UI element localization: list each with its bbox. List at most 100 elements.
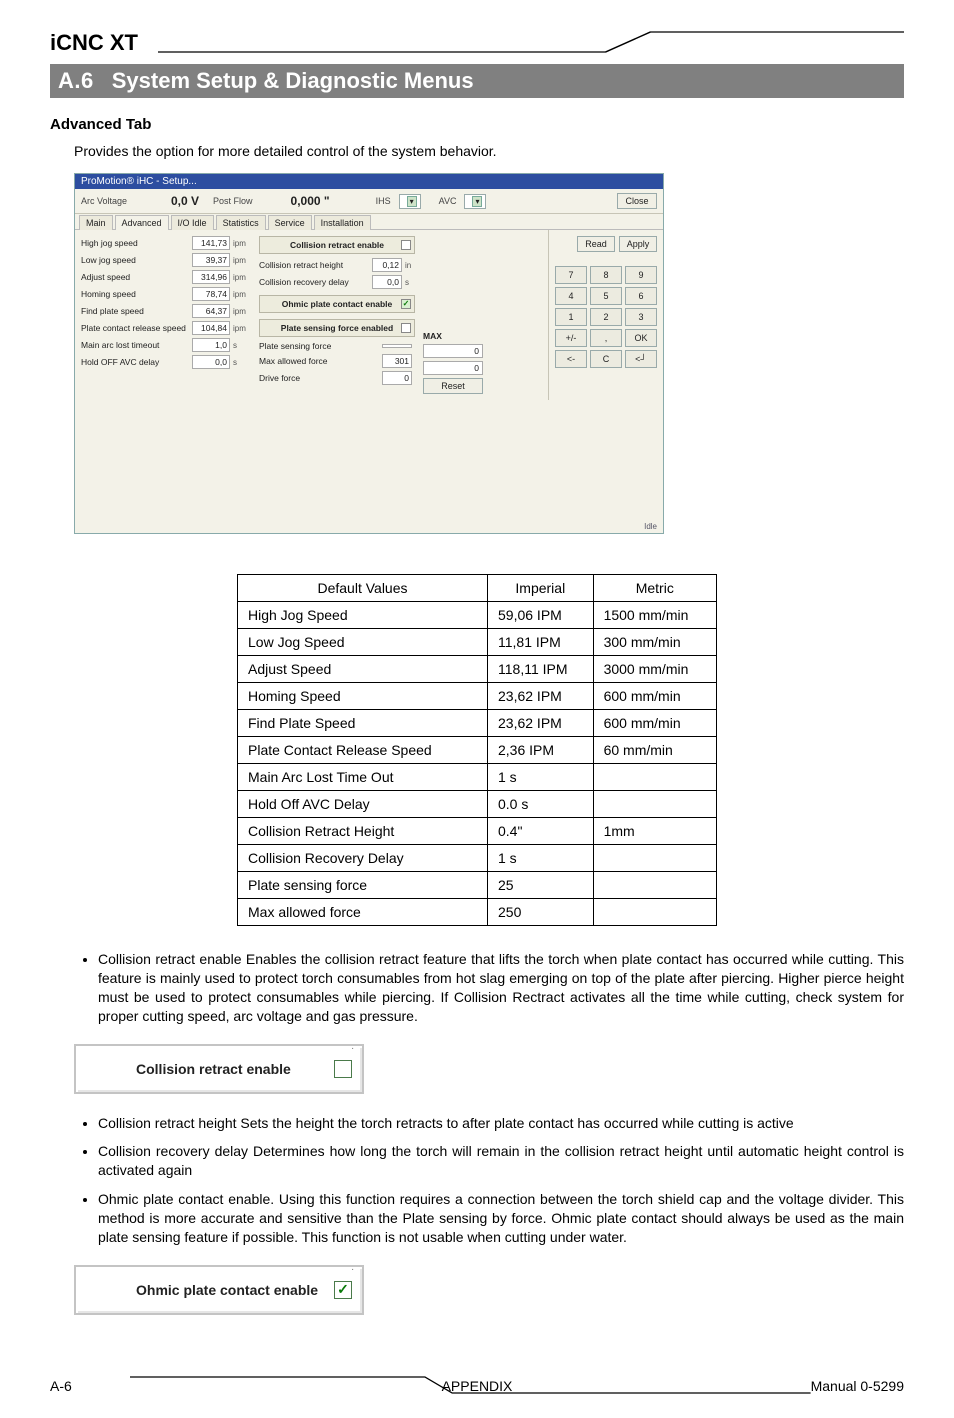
tab-main[interactable]: Main — [79, 215, 113, 230]
table-cell: Max allowed force — [238, 899, 488, 926]
group-unit: in — [405, 261, 415, 270]
table-cell: 59,06 IPM — [488, 602, 594, 629]
keypad-key[interactable]: <- — [555, 350, 587, 368]
list-item: Collision retract height Sets the height… — [98, 1114, 904, 1133]
table-row: Collision Recovery Delay1 s — [238, 845, 717, 872]
ohmic-checkbox[interactable]: ✓ — [401, 299, 411, 309]
field-label: Plate contact release speed — [81, 323, 192, 333]
col-metric: Metric — [593, 575, 716, 602]
dot-icon: . — [351, 1041, 354, 1052]
tab-service[interactable]: Service — [268, 215, 312, 230]
field-row: Main arc lost timeout1,0s — [81, 338, 251, 352]
arc-voltage-value: 0,0 V — [149, 194, 199, 208]
group-value[interactable]: 0,0 — [372, 275, 402, 289]
default-values-table: Default Values Imperial Metric High Jog … — [237, 574, 717, 926]
page-header: iCNC XT — [50, 30, 904, 56]
arc-voltage-label: Arc Voltage — [81, 196, 141, 206]
table-cell: 23,62 IPM — [488, 683, 594, 710]
field-value[interactable]: 78,74 — [192, 287, 230, 301]
keypad-key[interactable]: OK — [625, 329, 657, 347]
window-titlebar: ProMotion® iHC - Setup... — [75, 174, 663, 189]
table-row: High Jog Speed59,06 IPM1500 mm/min — [238, 602, 717, 629]
table-row: Plate sensing force25 — [238, 872, 717, 899]
group-label: Drive force — [259, 373, 382, 383]
tab-advanced[interactable]: Advanced — [115, 215, 169, 230]
field-value[interactable]: 104,84 — [192, 321, 230, 335]
plate-sensing-checkbox[interactable] — [401, 323, 411, 333]
collision-retract-header: Collision retract enable — [259, 236, 415, 254]
keypad-key[interactable]: +/- — [555, 329, 587, 347]
group-value[interactable]: 0 — [382, 371, 412, 385]
field-value[interactable]: 64,37 — [192, 304, 230, 318]
keypad-key[interactable]: 7 — [555, 266, 587, 284]
group-value[interactable] — [382, 344, 412, 348]
keypad-key[interactable]: 5 — [590, 287, 622, 305]
field-value[interactable]: 39,37 — [192, 253, 230, 267]
field-row: High jog speed141,73ipm — [81, 236, 251, 250]
keypad-key[interactable]: C — [590, 350, 622, 368]
field-label: Main arc lost timeout — [81, 340, 192, 350]
collision-retract-optionbox: . Collision retract enable — [74, 1044, 364, 1094]
group-row: Collision retract height0,12in — [259, 258, 415, 272]
close-button[interactable]: Close — [617, 193, 657, 209]
keypad-key[interactable]: 6 — [625, 287, 657, 305]
field-unit: s — [233, 358, 251, 367]
chevron-down-icon: ▾ — [407, 196, 417, 207]
page-footer: A-6 Manual 0-5299 APPENDIX — [50, 1375, 904, 1398]
reset-button[interactable]: Reset — [423, 378, 483, 394]
tab-io-idle[interactable]: I/O Idle — [171, 215, 214, 230]
apply-button[interactable]: Apply — [619, 236, 657, 252]
section-number: A.6 — [58, 68, 94, 93]
col-imperial: Imperial — [488, 575, 594, 602]
header-row: Arc Voltage 0,0 V Post Flow 0,000 " IHS … — [75, 189, 663, 214]
table-cell: Find Plate Speed — [238, 710, 488, 737]
field-label: Homing speed — [81, 289, 192, 299]
field-value[interactable]: 0,0 — [192, 355, 230, 369]
max-label: MAX — [423, 331, 483, 341]
field-value[interactable]: 141,73 — [192, 236, 230, 250]
avc-dropdown[interactable]: ▾ — [464, 194, 486, 209]
keypad-key[interactable]: 9 — [625, 266, 657, 284]
ohmic-option-checkbox[interactable]: ✓ — [334, 1281, 352, 1299]
group-value[interactable]: 301 — [382, 354, 412, 368]
collision-retract-option-checkbox[interactable] — [334, 1060, 352, 1078]
table-cell: 3000 mm/min — [593, 656, 716, 683]
keypad-key[interactable]: , — [590, 329, 622, 347]
field-row: Hold OFF AVC delay0,0s — [81, 355, 251, 369]
table-row: Max allowed force250 — [238, 899, 717, 926]
keypad-key[interactable]: <┘ — [625, 350, 657, 368]
field-unit: ipm — [233, 290, 251, 299]
tab-statistics[interactable]: Statistics — [216, 215, 266, 230]
table-cell: Low Jog Speed — [238, 629, 488, 656]
table-row: Low Jog Speed11,81 IPM300 mm/min — [238, 629, 717, 656]
subheading: Advanced Tab — [50, 116, 904, 133]
collision-retract-checkbox[interactable] — [401, 240, 411, 250]
group-row: Plate sensing force — [259, 341, 415, 351]
read-button[interactable]: Read — [577, 236, 615, 252]
keypad-key[interactable]: 4 — [555, 287, 587, 305]
table-row: Plate Contact Release Speed2,36 IPM60 mm… — [238, 737, 717, 764]
list-item: Collision retract enable Enables the col… — [98, 950, 904, 1026]
table-row: Collision Retract Height0.4"1mm — [238, 818, 717, 845]
table-cell: High Jog Speed — [238, 602, 488, 629]
ihs-label: IHS — [376, 196, 391, 206]
keypad-key[interactable]: 3 — [625, 308, 657, 326]
keypad-key[interactable]: 2 — [590, 308, 622, 326]
ohmic-label: Ohmic plate contact enable — [282, 299, 393, 309]
group-label: Max allowed force — [259, 356, 382, 366]
field-row: Adjust speed314,96ipm — [81, 270, 251, 284]
keypad-key[interactable]: 1 — [555, 308, 587, 326]
field-row: Plate contact release speed104,84ipm — [81, 321, 251, 335]
app-screenshot: ProMotion® iHC - Setup... Arc Voltage 0,… — [74, 173, 664, 534]
groups-column: Collision retract enable Collision retra… — [259, 236, 415, 394]
table-cell: Plate Contact Release Speed — [238, 737, 488, 764]
ihs-dropdown[interactable]: ▾ — [399, 194, 421, 209]
table-cell: Main Arc Lost Time Out — [238, 764, 488, 791]
avc-label: AVC — [439, 196, 457, 206]
group-value[interactable]: 0,12 — [372, 258, 402, 272]
field-value[interactable]: 314,96 — [192, 270, 230, 284]
field-value[interactable]: 1,0 — [192, 338, 230, 352]
field-row: Homing speed78,74ipm — [81, 287, 251, 301]
keypad-key[interactable]: 8 — [590, 266, 622, 284]
tab-installation[interactable]: Installation — [314, 215, 371, 230]
